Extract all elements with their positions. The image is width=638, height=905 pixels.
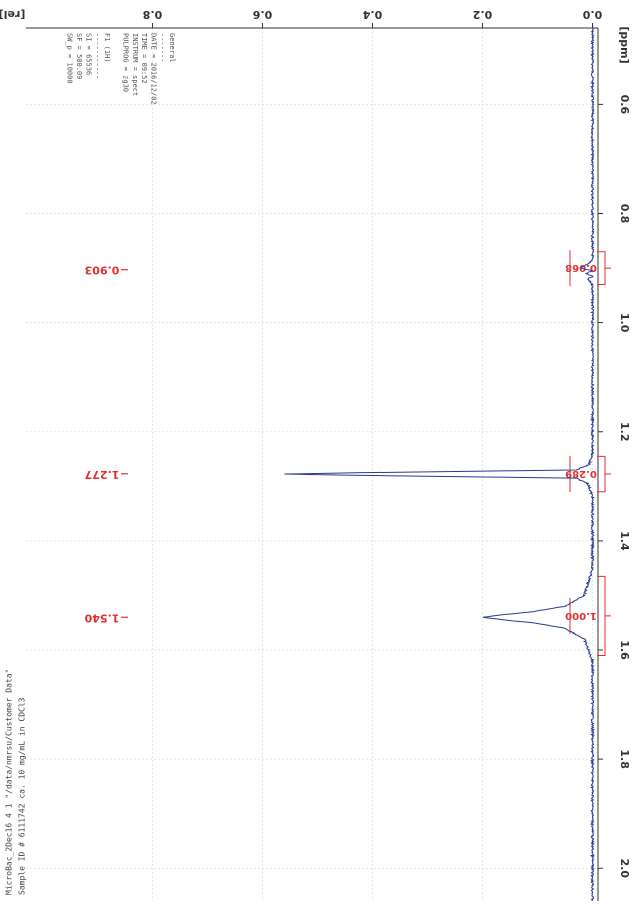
integral-bracket [597,575,611,656]
ppm-tick-label: 0.6 [618,95,631,115]
intensity-tick-label: 0.8 [143,8,163,21]
ppm-tick-label: 1.2 [618,422,631,442]
parameter-line: ------- [159,33,167,63]
integral-bracket [597,455,611,493]
parameter-line: F1 (1H) [103,33,111,63]
integral-value: 0.289 [565,468,597,479]
spectrum [284,27,596,902]
peak-label: 0.903 [85,264,120,277]
parameter-line: SF = 500.09 [75,33,83,79]
ppm-tick-label: 2.0 [618,859,631,879]
sample-header: MicroBac_2Dec16 4 1 "/data/nmrsu/Custome… [5,669,27,895]
ppm-tick-label: 1.4 [618,531,631,551]
intensity-tick-label: 0.6 [252,8,272,21]
parameter-line: SI = 65536 [84,33,92,75]
intensity-axis-unit: [rel] [0,8,25,21]
grid [26,28,598,901]
intensity-tick-label: 0.0 [582,8,602,21]
parameter-line: DATE = 2016/12/02 [149,33,157,105]
parameter-line: SW_p = 10000 [66,33,74,84]
parameter-line: PULPROG = zg30 [122,33,130,92]
peak-label: 1.277 [85,468,120,481]
sample-header-line: Sample ID # 6111742 ca. 10 mg/mL in CDCl… [18,697,27,895]
ppm-tick-label: 1.6 [618,640,631,660]
integral-bracket [597,251,611,285]
parameter-line: INSTRUM = spect [131,33,139,96]
ppm-tick-label: 1.0 [618,313,631,333]
peak-labels: 0.903 1.277 1.540 [84,264,128,624]
parameter-line: TIME = 09:52 [140,33,148,84]
integral-value: 1.000 [565,610,597,621]
spectrum-trace [284,27,596,902]
plot-frame [26,27,599,901]
intensity-axis: 0.0 0.2 0.4 0.6 0.8 [rel] [0,8,602,28]
intensity-tick-label: 0.4 [362,8,382,21]
parameter-line: General [168,33,176,63]
ppm-axis: 0.6 0.8 1.0 1.2 1.4 1.6 1.8 2.0 [ppm] [598,26,631,878]
peak-label: 1.540 [84,611,119,624]
ppm-tick-label: 1.8 [618,749,631,769]
parameter-line: ----------- [94,33,102,79]
sample-header-line: MicroBac_2Dec16 4 1 "/data/nmrsu/Custome… [5,669,14,895]
ppm-tick-label: 0.8 [618,204,631,224]
ppm-axis-unit: [ppm] [618,26,631,63]
intensity-tick-label: 0.2 [473,8,493,21]
